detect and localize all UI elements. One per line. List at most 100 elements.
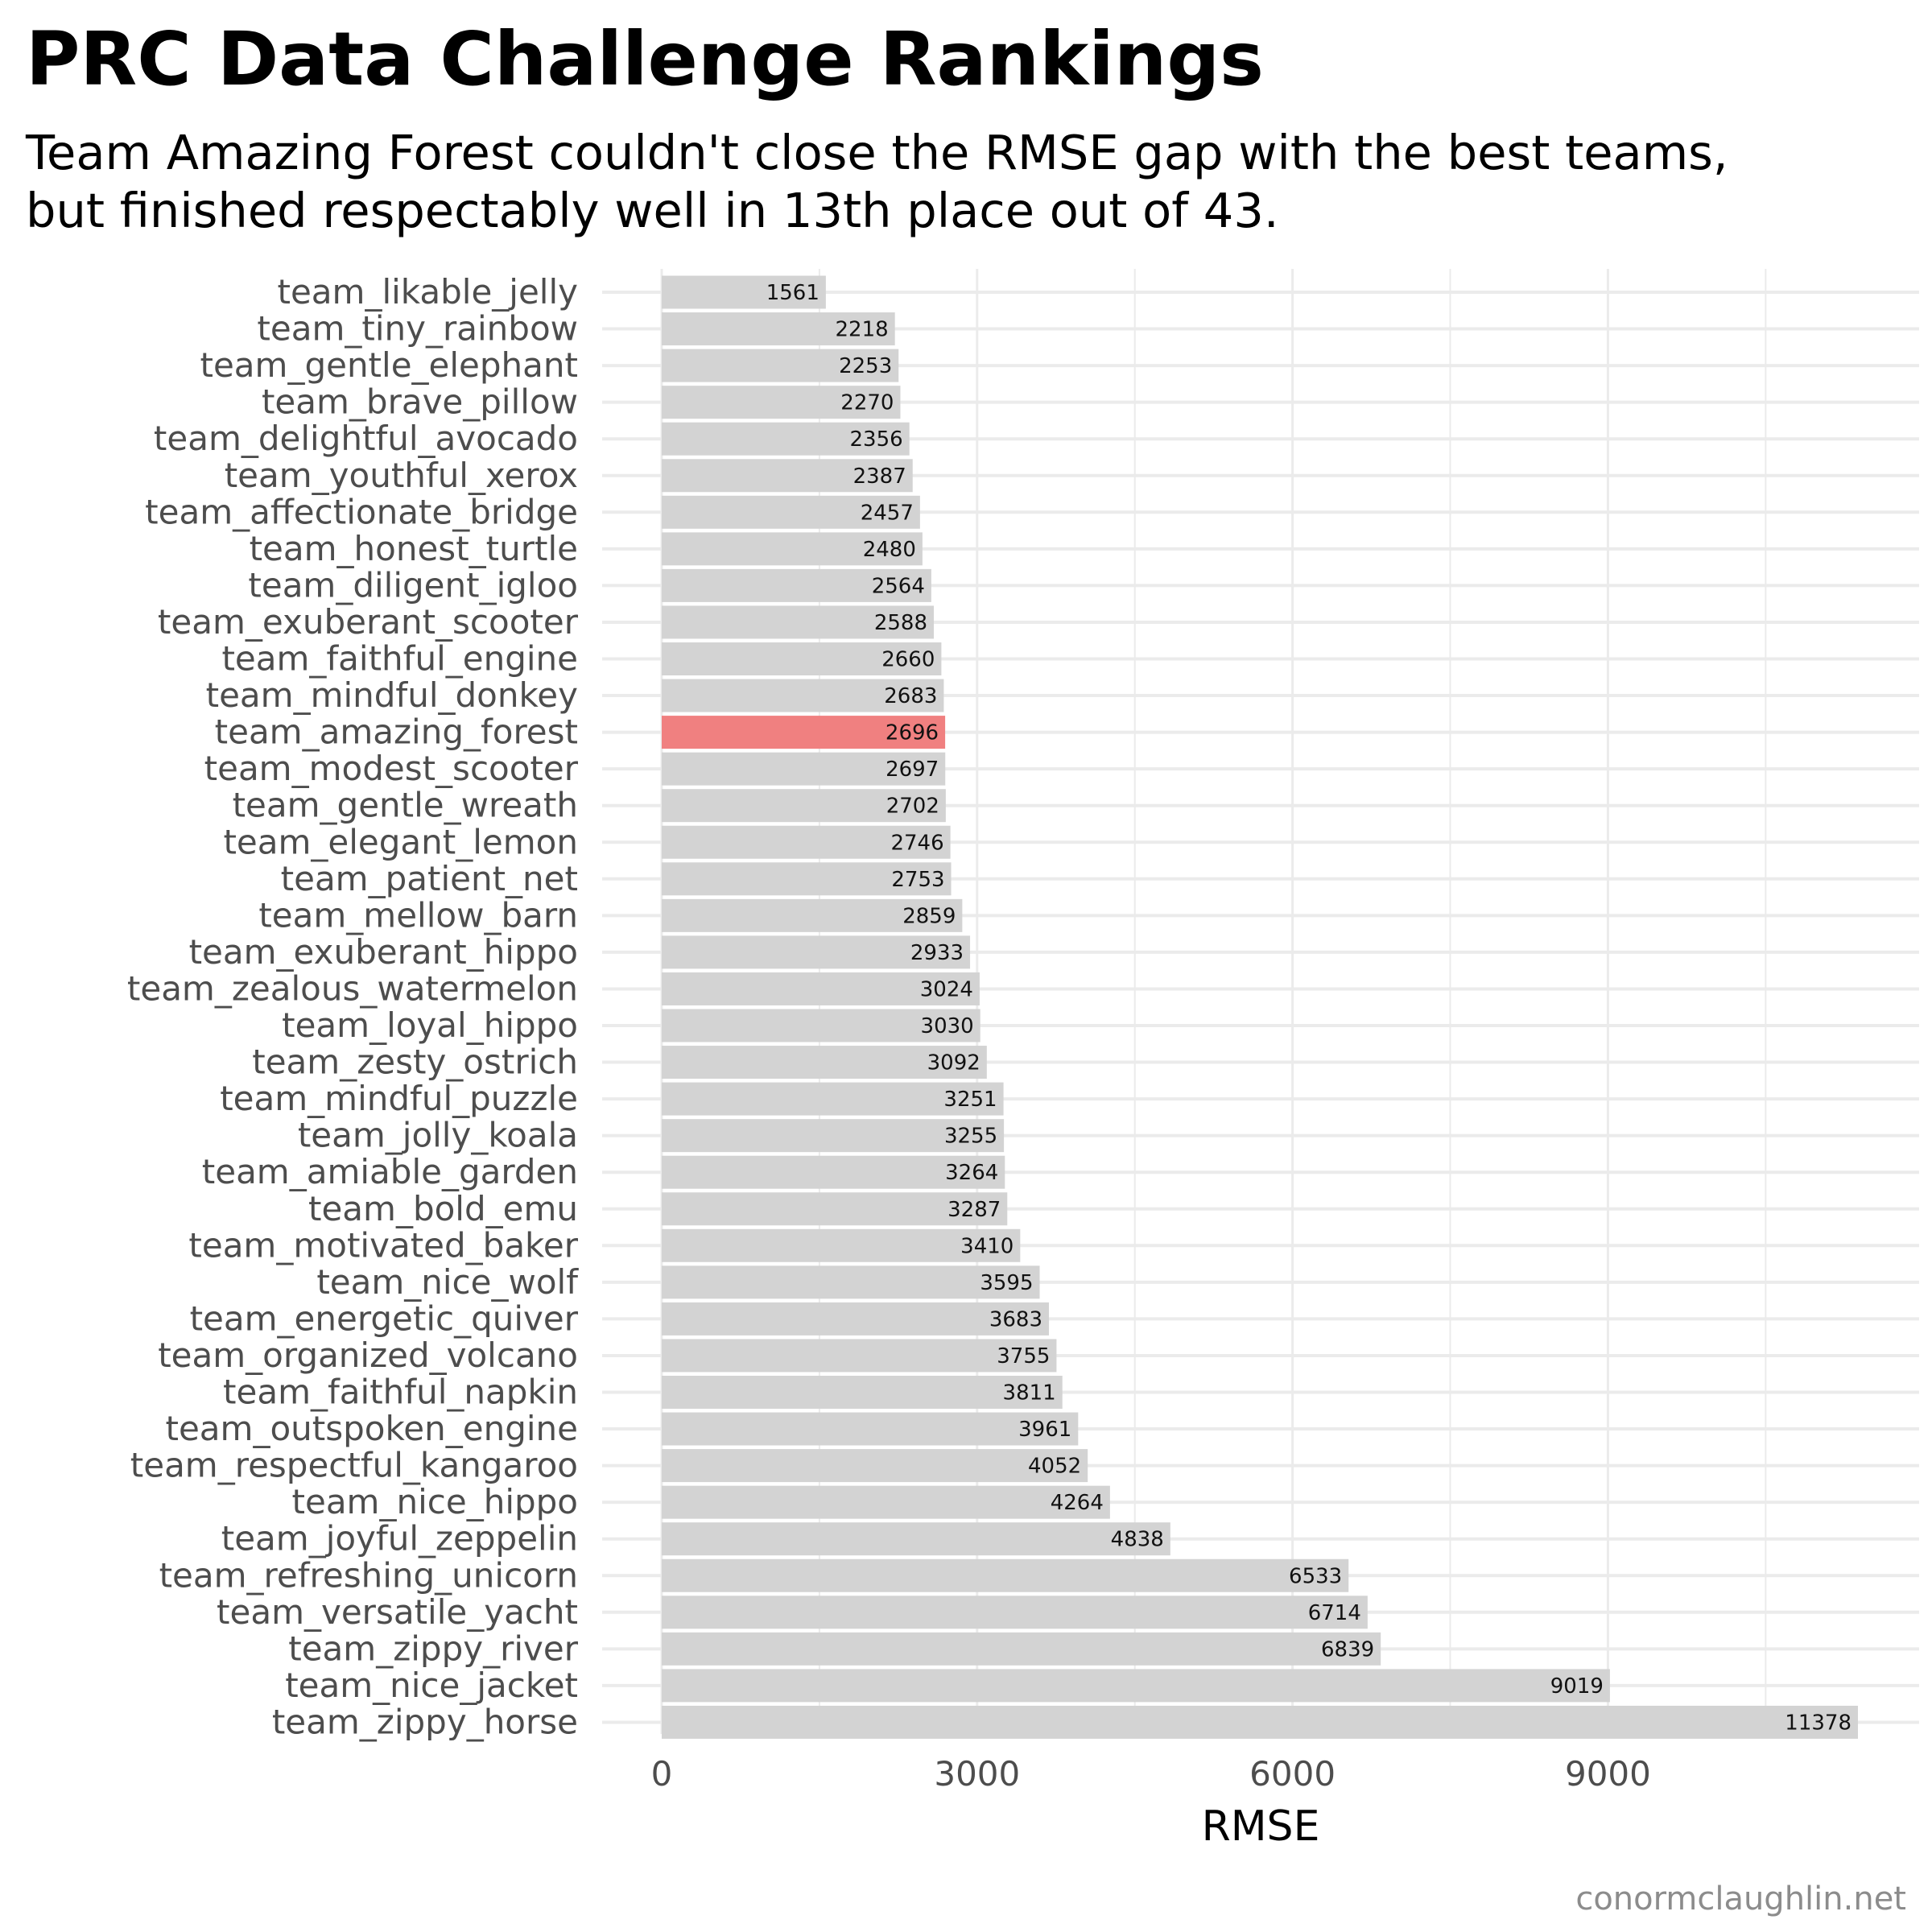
bar-team-versatile-yacht — [662, 1596, 1368, 1629]
bar-team-affectionate-bridge — [662, 495, 920, 529]
value-label: 6533 — [1289, 1564, 1342, 1588]
bar-team-mellow-barn — [662, 898, 963, 932]
y-tick-label: team_delightful_avocado — [154, 419, 578, 458]
y-tick-label: team_mindful_donkey — [206, 675, 578, 715]
bar-team-patient-net — [662, 862, 952, 896]
value-label: 2697 — [886, 758, 939, 782]
bar-team-faithful-engine — [662, 642, 942, 675]
y-tick-label: team_nice_jacket — [285, 1666, 578, 1705]
y-tick-label: team_diligent_igloo — [248, 565, 578, 605]
value-label: 3595 — [980, 1271, 1033, 1295]
subtitle-line-2: but finished respectably well in 13th pl… — [26, 183, 1279, 238]
value-label: 2753 — [891, 868, 944, 892]
y-tick-label: team_motivated_baker — [188, 1225, 578, 1265]
value-label: 3961 — [1018, 1418, 1071, 1442]
value-label: 4838 — [1111, 1528, 1164, 1552]
value-label: 2746 — [890, 831, 943, 855]
label-layer: 1561 2218 2253 2270 2356 2387 2457 2480 2564 2588… — [766, 281, 1852, 1735]
chart-title: PRC Data Challenge Rankings — [26, 16, 1264, 102]
source-caption: conormclaughlin.net — [1575, 1880, 1906, 1918]
value-label: 6714 — [1308, 1601, 1361, 1625]
y-tick-label: team_joyful_zeppelin — [221, 1519, 578, 1558]
value-label: 4052 — [1028, 1455, 1081, 1479]
value-label: 2859 — [902, 904, 956, 928]
bar-team-honest-turtle — [662, 532, 923, 566]
y-tick-label: team_exuberant_scooter — [158, 602, 579, 642]
bar-team-brave-pillow — [662, 386, 901, 419]
bar-team-refreshing-unicorn — [662, 1558, 1349, 1592]
y-tick-label: team_versatile_yacht — [217, 1592, 578, 1632]
bar-team-zippy-river — [662, 1632, 1381, 1666]
bar-team-nice-hippo — [662, 1485, 1110, 1519]
bar-team-nice-jacket — [662, 1669, 1610, 1703]
value-label: 2480 — [863, 538, 916, 562]
value-label: 3410 — [960, 1234, 1013, 1258]
value-label: 2270 — [840, 391, 894, 415]
bar-team-exuberant-hippo — [662, 935, 971, 969]
value-label: 3755 — [997, 1344, 1050, 1368]
y-tick-label: team_amiable_garden — [202, 1152, 578, 1191]
bar-team-bold-emu — [662, 1192, 1008, 1226]
value-label: 3092 — [927, 1051, 980, 1075]
x-tick-label: 9000 — [1565, 1754, 1651, 1794]
bar-team-tiny-rainbow — [662, 312, 895, 346]
y-tick-label: team_respectful_kangaroo — [130, 1446, 578, 1485]
bar-team-delightful-avocado — [662, 422, 910, 456]
x-tick-label: 3000 — [934, 1754, 1020, 1794]
y-tick-label: team_bold_emu — [308, 1189, 578, 1228]
bar-team-energetic-quiver — [662, 1302, 1050, 1335]
y-tick-label: team_faithful_engine — [221, 639, 578, 679]
y-tick-label: team_tiny_rainbow — [257, 309, 578, 349]
bar-team-exuberant-scooter — [662, 605, 935, 639]
y-tick-label: team_patient_net — [281, 859, 578, 898]
bar-team-elegant-lemon — [662, 825, 951, 859]
y-tick-label: team_gentle_wreath — [233, 786, 578, 825]
bar-team-joyful-zeppelin — [662, 1522, 1170, 1556]
bar-team-nice-wolf — [662, 1265, 1040, 1299]
value-label: 2588 — [874, 611, 927, 635]
bar-team-gentle-wreath — [662, 789, 946, 823]
bar-team-modest-scooter — [662, 752, 946, 786]
y-tick-label: team_mindful_puzzle — [220, 1079, 578, 1118]
value-label: 3264 — [945, 1161, 998, 1185]
bar-team-loyal-hippo — [662, 1009, 980, 1042]
bar-team-faithful-napkin — [662, 1376, 1063, 1409]
bar-team-zesty-ostrich — [662, 1046, 987, 1080]
bar-team-jolly-koala — [662, 1119, 1005, 1153]
y-tick-label: team_energetic_quiver — [190, 1298, 579, 1338]
value-label: 3811 — [1003, 1381, 1056, 1406]
bar-team-motivated-baker — [662, 1228, 1021, 1262]
value-label: 2387 — [853, 464, 906, 489]
value-label: 9019 — [1550, 1674, 1604, 1699]
x-axis-title: RMSE — [1202, 1802, 1320, 1851]
value-label: 2253 — [839, 354, 892, 378]
y-tick-label: team_mellow_barn — [258, 895, 578, 935]
value-label: 3251 — [943, 1088, 997, 1112]
value-label: 3683 — [989, 1307, 1042, 1331]
y-tick-label: team_affectionate_bridge — [145, 492, 578, 531]
value-label: 2356 — [850, 427, 903, 452]
value-label: 3255 — [944, 1125, 997, 1149]
value-label: 2696 — [886, 721, 939, 745]
y-tick-label: team_youthful_xerox — [225, 456, 578, 495]
y-tick-label: team_brave_pillow — [262, 382, 578, 422]
y-tick-label: team_zealous_watermelon — [127, 968, 578, 1008]
x-tick-label: 0 — [651, 1754, 673, 1794]
bar-team-mindful-donkey — [662, 679, 944, 712]
value-label: 2660 — [881, 648, 935, 672]
bar-team-youthful-xerox — [662, 459, 913, 493]
bar-team-mindful-puzzle — [662, 1082, 1004, 1116]
bar-team-amazing-forest — [662, 716, 946, 749]
value-label: 6839 — [1321, 1637, 1374, 1662]
bar-layer — [662, 275, 1858, 1739]
bar-team-zealous-watermelon — [662, 972, 980, 1005]
value-label: 2702 — [886, 795, 939, 819]
bar-team-diligent-igloo — [662, 568, 931, 602]
y-tick-label: team_zippy_river — [288, 1629, 578, 1668]
y-tick-label: team_loyal_hippo — [282, 1005, 578, 1045]
y-tick-label: team_nice_hippo — [292, 1482, 578, 1521]
bar-team-organized-volcano — [662, 1339, 1057, 1373]
subtitle-line-1: Team Amazing Forest couldn't close the R… — [26, 125, 1728, 180]
y-tick-label: team_organized_volcano — [158, 1335, 578, 1375]
y-tick-label: team_amazing_forest — [215, 712, 578, 752]
